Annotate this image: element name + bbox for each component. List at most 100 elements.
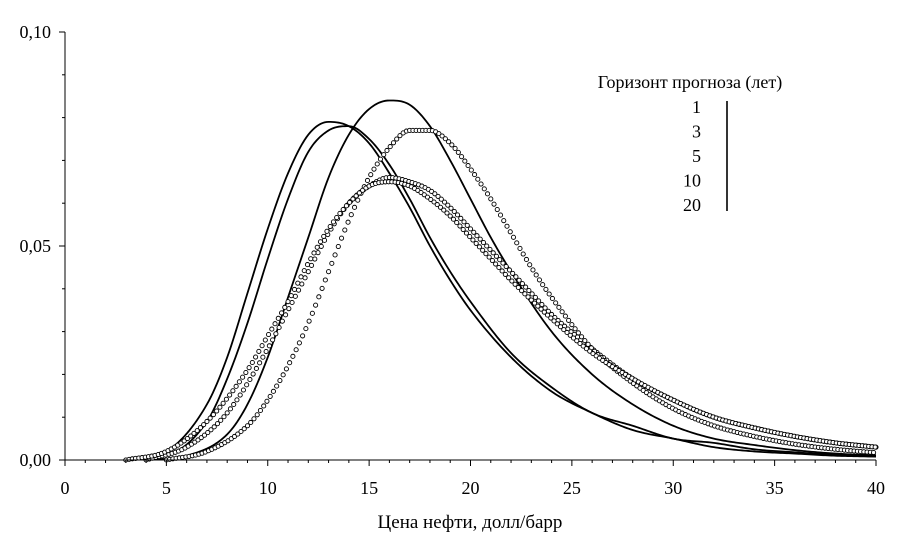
series-marker <box>300 333 306 339</box>
series-marker <box>462 158 468 164</box>
series-marker <box>459 154 465 160</box>
series-marker <box>318 243 324 249</box>
series-marker <box>292 293 298 299</box>
series-marker <box>455 149 461 155</box>
series-marker <box>321 233 327 239</box>
series-layer <box>123 99 879 463</box>
series-marker <box>184 435 191 442</box>
series-marker <box>269 326 275 332</box>
series-marker <box>504 223 510 229</box>
series-marker <box>198 435 204 441</box>
series-marker <box>458 215 464 221</box>
series-marker <box>540 282 546 288</box>
series-marker <box>582 338 588 344</box>
series-marker <box>330 219 336 225</box>
series-marker <box>574 338 580 344</box>
series-marker <box>484 243 490 249</box>
series-marker <box>510 234 517 240</box>
series-marker <box>441 207 447 213</box>
series-marker <box>231 433 238 440</box>
series-marker <box>240 374 246 380</box>
series-marker <box>471 229 477 235</box>
series-marker <box>298 274 304 280</box>
series-marker <box>497 212 504 218</box>
series-marker <box>371 166 377 172</box>
series-marker <box>278 310 285 316</box>
series-marker <box>536 277 542 283</box>
series-marker <box>335 243 341 250</box>
series-marker <box>519 281 525 287</box>
series-marker <box>493 261 499 267</box>
series-marker <box>334 215 340 221</box>
series-marker <box>348 212 354 218</box>
series-marker <box>556 304 562 310</box>
series-marker <box>500 260 506 266</box>
series-marker <box>470 237 476 243</box>
series-marker <box>587 348 593 354</box>
series-marker <box>502 271 508 277</box>
series-marker <box>295 280 301 286</box>
series-marker <box>448 205 454 211</box>
series-marker <box>261 403 267 409</box>
series-marker <box>291 286 298 293</box>
series-marker <box>513 274 519 280</box>
series-marker <box>536 298 542 304</box>
series-marker <box>525 294 531 300</box>
series-marker <box>244 382 250 388</box>
series-extra-5 <box>123 179 878 463</box>
series-marker <box>562 313 568 319</box>
series-marker <box>262 337 268 343</box>
series-marker <box>497 257 503 263</box>
series-marker <box>324 228 330 234</box>
series-marker <box>454 220 460 226</box>
series-marker <box>238 428 244 435</box>
series-marker <box>237 392 243 398</box>
series-marker <box>483 251 489 257</box>
series-marker <box>442 136 448 142</box>
series-marker <box>445 202 451 208</box>
series-marker <box>264 398 270 404</box>
series-marker <box>464 222 470 228</box>
series-marker <box>214 421 221 427</box>
series-marker <box>311 250 317 256</box>
series-marker <box>327 223 333 230</box>
series-marker <box>390 140 397 146</box>
series-marker <box>501 218 507 224</box>
series-marker <box>356 190 362 196</box>
series-marker <box>424 194 431 200</box>
series-marker <box>285 299 291 305</box>
series-3 <box>125 125 877 461</box>
series-marker <box>316 294 322 300</box>
series-marker <box>512 281 518 287</box>
series-marker <box>233 383 239 389</box>
series-marker <box>467 234 473 240</box>
series-marker <box>299 281 305 287</box>
series-marker <box>221 414 227 420</box>
series-marker <box>309 310 315 316</box>
series-marker <box>465 163 471 169</box>
series-marker <box>381 152 387 158</box>
series-marker <box>303 326 309 332</box>
series-marker <box>257 360 263 366</box>
series-marker <box>461 219 467 225</box>
series-marker <box>342 227 348 233</box>
series-marker <box>326 269 332 275</box>
series-marker <box>484 191 491 197</box>
series-marker <box>223 396 229 402</box>
series-marker <box>208 427 214 433</box>
series-marker <box>194 428 200 434</box>
series-marker <box>487 246 493 252</box>
series-marker <box>277 378 283 384</box>
x-tick-label: 30 <box>664 478 682 498</box>
series-marker <box>374 161 380 167</box>
series-marker <box>235 431 241 437</box>
series-marker <box>494 207 500 213</box>
series-marker <box>201 432 208 438</box>
legend-entries: 1 3 5 10 20 <box>683 97 728 215</box>
series-marker <box>439 133 445 139</box>
series-marker <box>447 213 453 219</box>
series-marker <box>397 133 403 139</box>
series-marker <box>253 365 259 372</box>
series-marker <box>507 229 513 235</box>
series-marker <box>516 277 522 283</box>
